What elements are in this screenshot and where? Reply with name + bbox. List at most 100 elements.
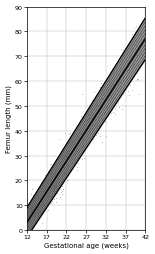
Point: [104, 85, 106, 89]
Point: [37, 210, 39, 214]
Point: [121, 59, 123, 63]
Point: [106, 106, 108, 110]
Point: [118, 74, 120, 78]
Point: [59, 138, 61, 142]
Point: [73, 143, 76, 147]
Point: [100, 92, 102, 96]
Point: [41, 199, 43, 203]
Point: [45, 188, 48, 192]
Point: [101, 117, 103, 121]
Point: [143, 49, 145, 53]
Point: [108, 79, 111, 83]
Point: [80, 114, 82, 118]
Point: [52, 174, 54, 178]
Point: [40, 183, 43, 187]
Point: [144, 41, 146, 45]
Point: [29, 240, 31, 244]
Point: [95, 106, 97, 110]
Point: [73, 142, 75, 147]
Point: [82, 143, 84, 147]
Point: [45, 180, 47, 184]
Point: [142, 57, 144, 61]
Point: [62, 187, 64, 191]
Point: [35, 208, 38, 212]
Point: [80, 145, 82, 149]
Point: [108, 110, 110, 114]
Point: [101, 141, 103, 145]
Point: [50, 186, 52, 190]
Point: [31, 196, 33, 200]
Point: [143, 50, 146, 54]
Point: [66, 150, 69, 154]
Point: [122, 78, 124, 82]
Point: [37, 205, 40, 209]
Point: [110, 94, 112, 98]
Point: [116, 88, 118, 92]
Point: [129, 49, 132, 53]
Point: [70, 147, 73, 151]
Point: [47, 190, 50, 194]
Point: [53, 192, 55, 196]
Point: [117, 101, 119, 105]
Point: [85, 113, 87, 117]
Point: [89, 107, 91, 111]
Point: [44, 182, 46, 186]
Point: [140, 31, 143, 36]
Point: [85, 118, 88, 122]
Point: [109, 96, 112, 100]
Point: [38, 202, 40, 206]
Point: [78, 136, 80, 140]
Point: [134, 25, 137, 29]
Point: [30, 192, 32, 196]
Y-axis label: Femur length (mm): Femur length (mm): [6, 85, 12, 153]
Point: [113, 69, 115, 73]
Point: [74, 147, 77, 151]
Point: [63, 147, 65, 151]
Point: [55, 181, 57, 185]
Point: [34, 199, 36, 203]
Point: [137, 93, 140, 97]
Point: [136, 54, 138, 58]
Point: [53, 197, 56, 201]
Point: [70, 138, 73, 142]
Point: [26, 205, 29, 209]
Point: [35, 206, 38, 210]
Point: [32, 201, 34, 205]
Point: [40, 180, 43, 184]
Point: [91, 125, 93, 129]
Point: [120, 81, 122, 85]
Point: [30, 210, 32, 214]
Point: [134, 59, 136, 63]
Point: [98, 103, 101, 107]
Point: [83, 139, 85, 143]
Point: [131, 88, 133, 92]
Point: [76, 168, 79, 172]
Point: [129, 83, 131, 87]
Point: [99, 110, 101, 114]
Point: [114, 108, 116, 112]
Point: [51, 187, 53, 192]
Point: [37, 198, 39, 202]
Point: [68, 133, 70, 137]
Point: [78, 123, 80, 128]
Point: [46, 178, 49, 182]
Point: [69, 166, 71, 170]
Point: [124, 87, 127, 91]
Point: [108, 88, 111, 92]
Point: [89, 107, 91, 112]
Point: [35, 196, 38, 200]
Point: [74, 152, 76, 156]
Point: [77, 138, 79, 142]
Point: [136, 78, 139, 82]
Point: [61, 163, 64, 167]
Point: [142, 40, 144, 44]
Point: [129, 59, 132, 63]
Point: [100, 99, 102, 103]
Point: [102, 108, 105, 112]
Point: [142, 39, 145, 43]
Point: [110, 78, 112, 82]
Point: [93, 124, 95, 128]
Point: [59, 169, 61, 173]
Point: [102, 99, 105, 103]
Point: [80, 92, 83, 96]
